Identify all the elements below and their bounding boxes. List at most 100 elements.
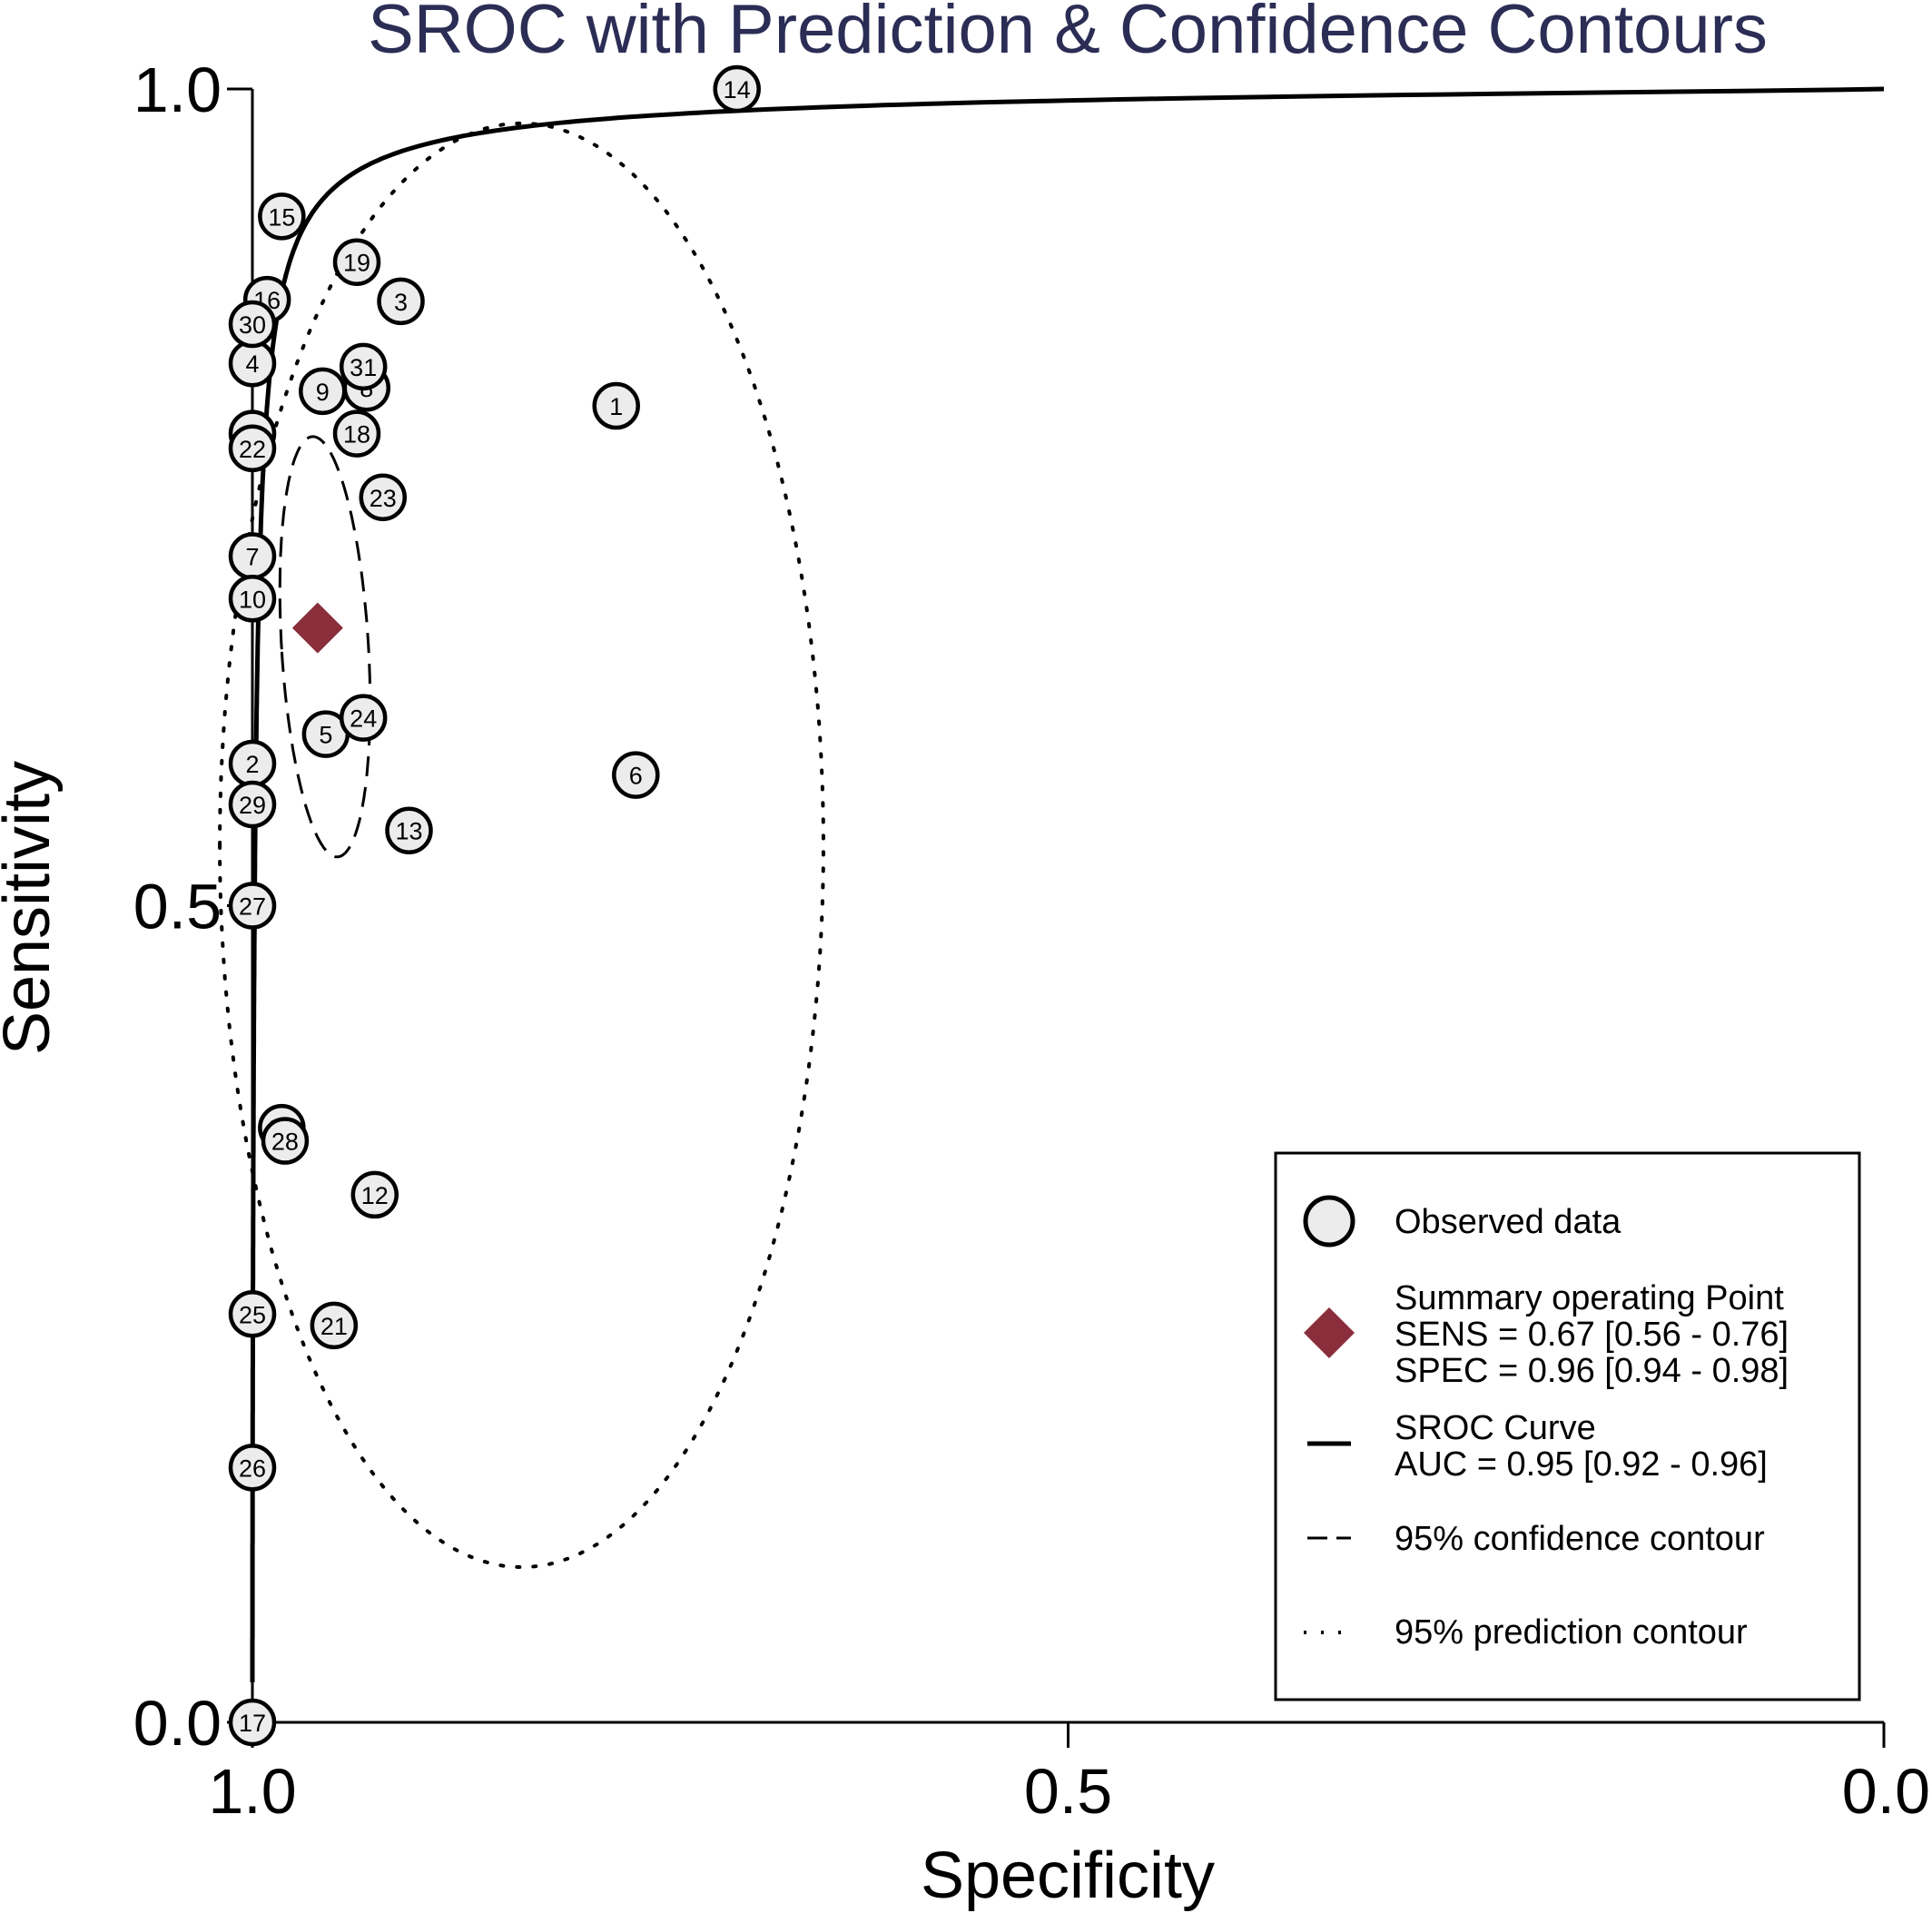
chart-title: SROC with Prediction & Confidence Contou…: [368, 0, 1768, 68]
legend-summary-sens: SENS = 0.67 [0.56 - 0.76]: [1395, 1316, 1789, 1354]
y-tick-label: 0.5: [133, 872, 222, 942]
observed-point-marker: [228, 882, 277, 930]
observed-point: 27: [228, 882, 277, 930]
observed-point-label: 19: [343, 250, 370, 277]
observed-point-marker: [228, 424, 277, 473]
observed-point-marker: [385, 806, 433, 854]
observed-point: 29: [228, 780, 277, 829]
observed-point-marker: [228, 575, 277, 623]
y-tick-label: 1.0: [133, 54, 222, 125]
legend-prediction-label: 95% prediction contour: [1395, 1613, 1748, 1652]
observed-point: 31: [339, 342, 388, 391]
observed-point-label: 10: [239, 586, 266, 613]
observed-point: 9: [299, 367, 347, 416]
sroc-curve-path: [250, 86, 1885, 1682]
observed-point: 23: [359, 473, 408, 521]
legend-box: [1274, 1151, 1861, 1701]
observed-point-label: 14: [724, 76, 751, 104]
legend-summary-title: Summary operating Point: [1395, 1279, 1784, 1317]
observed-point-label: 1: [609, 393, 623, 420]
observed-point-marker: [350, 1170, 399, 1219]
observed-point-label: 18: [343, 421, 370, 449]
observed-point: 25: [228, 1290, 277, 1338]
observed-point-label: 28: [271, 1129, 299, 1156]
observed-point-label: 25: [239, 1301, 266, 1328]
legend-observed-marker: [1303, 1195, 1355, 1247]
observed-point-label: 12: [361, 1182, 389, 1209]
observed-point-marker: [359, 473, 408, 521]
x-axis-label: Specificity: [921, 1839, 1215, 1912]
observed-point-label: 7: [245, 544, 259, 571]
legend: Observed data Summary operating Point SE…: [1274, 1151, 1861, 1701]
observed-point: 18: [332, 409, 381, 458]
legend-summary-marker: [1304, 1307, 1355, 1358]
observed-point-label: 24: [350, 705, 377, 733]
confidence-contour-path: [278, 435, 372, 859]
prediction-contour: [218, 121, 826, 1570]
observed-point-marker: [299, 367, 347, 416]
observed-point-label: 23: [370, 485, 397, 512]
observed-point: 15: [258, 192, 306, 241]
observed-point-marker: [377, 277, 425, 326]
observed-point-marker: [339, 694, 388, 742]
observed-point: 24: [339, 694, 388, 742]
observed-point: 17: [228, 1698, 277, 1747]
prediction-contour-path: [218, 121, 826, 1570]
confidence-contour: [278, 435, 372, 859]
axes: 1.0 0.5 0.0 0.0 0.5 1.0: [133, 54, 1930, 1827]
observed-point-marker: [258, 192, 306, 241]
legend-sroc-title: SROC Curve: [1395, 1409, 1596, 1447]
observed-point-label: 6: [629, 763, 643, 790]
observed-point: 13: [385, 806, 433, 854]
summary-diamond: [291, 602, 343, 654]
observed-point-label: 29: [239, 792, 266, 819]
observed-point-label: 22: [239, 436, 266, 463]
observed-point: 26: [228, 1444, 277, 1492]
observed-point-marker: [228, 1444, 277, 1492]
observed-point-label: 31: [350, 354, 377, 381]
observed-point: 22: [228, 424, 277, 473]
observed-point: 14: [713, 64, 761, 113]
x-tick-label: 1.0: [208, 1756, 296, 1827]
observed-point-label: 5: [319, 722, 332, 749]
observed-point-marker: [713, 64, 761, 113]
observed-point: 19: [332, 238, 381, 286]
observed-point-label: 3: [394, 289, 408, 316]
observed-point-marker: [339, 342, 388, 391]
observed-point: 6: [612, 751, 660, 799]
observed-point-marker: [332, 409, 381, 458]
observed-point: 12: [350, 1170, 399, 1219]
x-tick-label: 0.5: [1024, 1756, 1112, 1827]
observed-points: 1234567891011121314151617181920212223242…: [228, 64, 761, 1747]
observed-point-marker: [228, 300, 277, 349]
summary-point: [291, 602, 343, 654]
observed-point-label: 21: [320, 1313, 348, 1340]
observed-point: 1: [592, 381, 640, 430]
observed-point-label: 26: [239, 1454, 266, 1482]
observed-point-label: 13: [395, 818, 422, 845]
observed-point-marker: [612, 751, 660, 799]
observed-point-label: 4: [245, 350, 259, 378]
observed-point-label: 2: [245, 751, 259, 778]
observed-point-label: 30: [239, 311, 266, 339]
observed-point: 4: [228, 339, 277, 388]
observed-point: 10: [228, 575, 277, 623]
legend-sroc-auc: AUC = 0.95 [0.92 - 0.96]: [1395, 1445, 1768, 1484]
observed-point-marker: [228, 1290, 277, 1338]
legend-summary-spec: SPEC = 0.96 [0.94 - 0.98]: [1395, 1352, 1789, 1390]
observed-point-marker: [261, 1117, 310, 1165]
observed-point-label: 17: [239, 1710, 266, 1737]
observed-point-label: 27: [239, 893, 266, 921]
y-tick-label: 0.0: [133, 1688, 222, 1759]
legend-confidence-label: 95% confidence contour: [1395, 1520, 1765, 1558]
observed-point: 30: [228, 300, 277, 349]
y-axis-label: Sensitivity: [0, 761, 64, 1055]
observed-point: 21: [310, 1301, 359, 1350]
observed-point: 28: [261, 1117, 310, 1165]
observed-point-marker: [310, 1301, 359, 1350]
observed-point-marker: [592, 381, 640, 430]
observed-point: 7: [228, 532, 277, 580]
observed-point: 3: [377, 277, 425, 326]
observed-point-label: 15: [268, 203, 295, 231]
